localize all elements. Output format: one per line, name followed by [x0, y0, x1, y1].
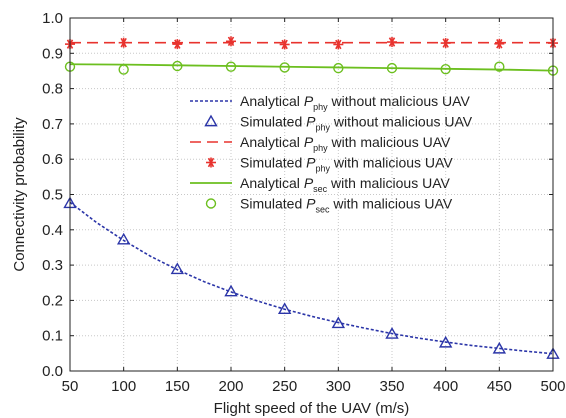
data-point	[331, 316, 346, 329]
y-axis-label: Connectivity probability	[11, 117, 28, 272]
data-point	[226, 36, 236, 47]
y-tick-label: 1.0	[42, 10, 63, 27]
data-point	[333, 39, 344, 50]
x-tick-label: 400	[433, 378, 458, 395]
axis-ticks: 50 100 150 200 250 300 350 400 450 500 0.0 0.1 0.2 0.…	[42, 10, 565, 395]
data-point	[279, 39, 290, 50]
legend-item: Analytical Pphy with malicious UAV	[190, 134, 451, 153]
data-point	[277, 302, 292, 315]
series-line	[69, 201, 554, 355]
x-tick-label: 200	[218, 378, 243, 395]
data-point	[438, 335, 453, 348]
y-tick-label: 0.5	[42, 187, 63, 204]
legend-label: Analytical Pphy with malicious UAV	[240, 134, 451, 153]
y-tick-label: 0.8	[42, 81, 63, 98]
legend-label: Simulated Psec with malicious UAV	[240, 196, 453, 215]
data-point	[118, 64, 129, 75]
legend-swatch	[206, 157, 216, 168]
plot-series	[63, 36, 560, 359]
data-point	[440, 63, 451, 75]
data-point	[333, 62, 344, 74]
data-point	[116, 232, 131, 245]
legend-item: Analytical Psec with malicious UAV	[190, 175, 450, 194]
x-tick-label: 150	[165, 378, 190, 395]
series-line	[69, 63, 554, 72]
data-point	[172, 60, 183, 72]
data-point	[387, 37, 397, 48]
series-5	[69, 63, 554, 72]
y-tick-label: 0.4	[42, 222, 63, 239]
data-point	[494, 61, 505, 72]
series-2	[63, 196, 560, 359]
legend-label: Analytical Pphy without malicious UAV	[240, 93, 470, 112]
data-point	[170, 262, 185, 275]
data-point	[385, 327, 399, 339]
data-point	[118, 37, 129, 48]
y-tick-label: 0.2	[42, 292, 63, 309]
legend-label: Simulated Pphy without malicious UAV	[240, 114, 473, 133]
y-tick-label: 0.3	[42, 257, 63, 274]
legend-item: Analytical Pphy without malicious UAV	[190, 93, 470, 112]
data-point	[225, 61, 237, 72]
y-tick-label: 0.9	[42, 45, 63, 62]
y-tick-label: 0.6	[42, 151, 63, 168]
legend-item: Simulated Pphy without malicious UAV	[204, 114, 473, 133]
data-point	[440, 38, 451, 49]
legend-label: Analytical Psec with malicious UAV	[240, 175, 450, 194]
x-axis-label: Flight speed of the UAV (m/s)	[214, 400, 410, 417]
legend-label: Simulated Pphy with malicious UAV	[240, 155, 453, 174]
series-1	[69, 201, 554, 355]
grid	[70, 18, 553, 371]
data-point	[279, 62, 290, 73]
y-tick-label: 0.1	[42, 328, 63, 345]
legend-item: Simulated Pphy with malicious UAV	[206, 155, 453, 174]
x-tick-label: 50	[62, 378, 79, 395]
data-point	[492, 341, 507, 354]
x-tick-label: 100	[111, 378, 136, 395]
data-point	[172, 39, 183, 50]
series-4	[65, 36, 558, 50]
x-tick-label: 300	[326, 378, 351, 395]
data-point	[386, 62, 398, 74]
series-6	[64, 60, 559, 76]
legend: Analytical Pphy without malicious UAV Sim…	[190, 93, 473, 215]
y-tick-label: 0.7	[42, 116, 63, 133]
x-tick-label: 350	[379, 378, 404, 395]
data-point	[494, 38, 505, 49]
x-tick-label: 450	[487, 378, 512, 395]
x-tick-label: 250	[272, 378, 297, 395]
x-tick-label: 500	[540, 378, 565, 395]
legend-swatch	[204, 114, 218, 127]
y-tick-label: 0.0	[42, 363, 63, 380]
legend-swatch	[205, 198, 217, 209]
data-point	[224, 284, 238, 297]
legend-item: Simulated Psec with malicious UAV	[205, 196, 453, 215]
